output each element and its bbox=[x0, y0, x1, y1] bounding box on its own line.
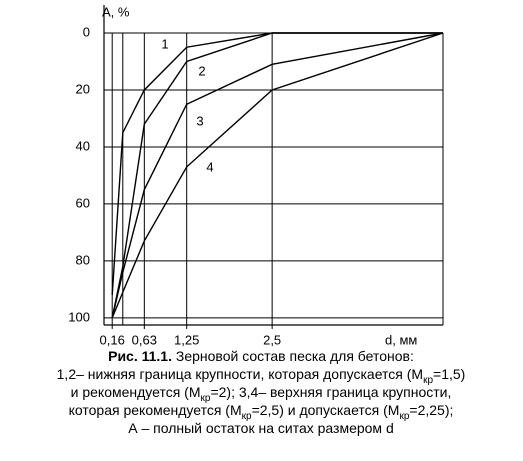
caption-text: =2,25); bbox=[409, 402, 453, 418]
y-axis-label: А, % bbox=[102, 4, 130, 19]
y-tick-label: 20 bbox=[76, 81, 90, 96]
series-label: 1 bbox=[161, 36, 168, 51]
caption-line: Рис. 11.1. Зерновой состав песка для бет… bbox=[108, 348, 414, 364]
x-tick-label: 0,63 bbox=[132, 332, 157, 347]
caption-line: А – полный остаток на ситах размером d bbox=[128, 420, 394, 436]
x-axis-label: d, мм bbox=[385, 332, 417, 347]
caption-subscript: кр bbox=[201, 393, 211, 404]
caption-text: =2,5) и допускается (М bbox=[252, 402, 400, 418]
caption-text: =1,5) bbox=[433, 366, 465, 382]
caption-text: 1,2– нижняя граница крупности, которая д… bbox=[57, 366, 423, 382]
caption-text: Зерновой состав песка для бетонов: bbox=[176, 348, 414, 364]
x-tick-label: 0,16 bbox=[100, 332, 125, 347]
y-tick-label: 40 bbox=[76, 138, 90, 153]
y-tick-label: 100 bbox=[68, 309, 90, 324]
series-label: 3 bbox=[196, 113, 203, 128]
caption-text: и рекомендуется (М bbox=[71, 384, 201, 400]
caption-line: 1,2– нижняя граница крупности, которая д… bbox=[57, 366, 466, 386]
x-tick-label: 1,25 bbox=[174, 332, 199, 347]
series-line bbox=[111, 32, 443, 296]
caption-subscript: кр bbox=[423, 375, 433, 386]
caption-subscript: кр bbox=[242, 411, 252, 422]
series-line bbox=[111, 32, 443, 319]
caption-text: А – полный остаток на ситах размером d bbox=[128, 420, 394, 436]
caption-text: =2); 3,4– верхняя граница крупности, bbox=[210, 384, 451, 400]
series-label: 4 bbox=[206, 159, 213, 174]
x-tick-label: 2,5 bbox=[263, 332, 281, 347]
caption-line: которая рекомендуется (Мкр=2,5) и допуск… bbox=[69, 402, 454, 422]
caption-line: и рекомендуется (Мкр=2); 3,4– верхняя гр… bbox=[71, 384, 452, 404]
series-label: 2 bbox=[198, 63, 205, 78]
caption-text: которая рекомендуется (М bbox=[69, 402, 242, 418]
series-line bbox=[111, 32, 444, 319]
y-tick-label: 0 bbox=[83, 24, 90, 39]
series-line bbox=[111, 32, 444, 319]
caption-subscript: кр bbox=[399, 411, 409, 422]
y-tick-label: 60 bbox=[76, 195, 90, 210]
caption-label: Рис. 11.1. bbox=[108, 348, 172, 364]
y-tick-label: 80 bbox=[76, 252, 90, 267]
